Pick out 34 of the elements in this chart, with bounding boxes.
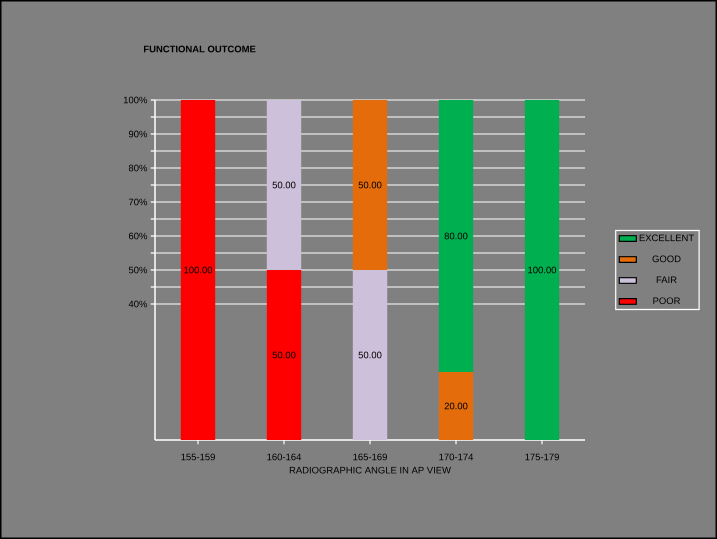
x-axis-title: RADIOGRAPHIC ANGLE IN AP VIEW (290, 466, 451, 474)
data-label: 50.00 (272, 352, 296, 358)
data-label: 20.00 (444, 402, 468, 410)
bar (524, 100, 560, 440)
x-tick-label: 165-169 (353, 454, 387, 460)
x-tick-label: 160-164 (267, 454, 302, 460)
bar (438, 372, 474, 440)
y-tick-label: 70% (128, 198, 148, 206)
y-tick-label: 90% (128, 130, 148, 138)
x-tick-label: 170-174 (439, 454, 474, 460)
data-label: 100.00 (184, 266, 212, 274)
bar (266, 270, 302, 440)
data-label: 100.00 (528, 266, 556, 274)
bar (352, 100, 388, 270)
data-label: 50.00 (358, 182, 382, 188)
data-label: 50.00 (358, 352, 382, 358)
x-tick-label: 155-159 (181, 454, 215, 460)
bar (180, 100, 216, 440)
x-tick-label: 175-179 (525, 454, 559, 460)
bar (438, 100, 474, 372)
bar (352, 270, 388, 440)
y-tick-label: 60% (128, 232, 148, 240)
legend-label: EXCELLENT (640, 234, 694, 242)
y-tick-label: 80% (128, 164, 148, 172)
y-tick-label: 100% (124, 96, 148, 104)
y-tick-label: 50% (128, 266, 148, 274)
y-tick-label: 40% (128, 300, 148, 308)
legend-label: POOR (653, 297, 680, 304)
legend-label: GOOD (652, 256, 681, 262)
legend-label: FAIR (656, 276, 677, 284)
data-label: 50.00 (272, 182, 296, 188)
data-label: 80.00 (444, 232, 468, 240)
chart-title: FUNCTIONAL OUTCOME (144, 46, 256, 52)
bar (266, 100, 302, 270)
